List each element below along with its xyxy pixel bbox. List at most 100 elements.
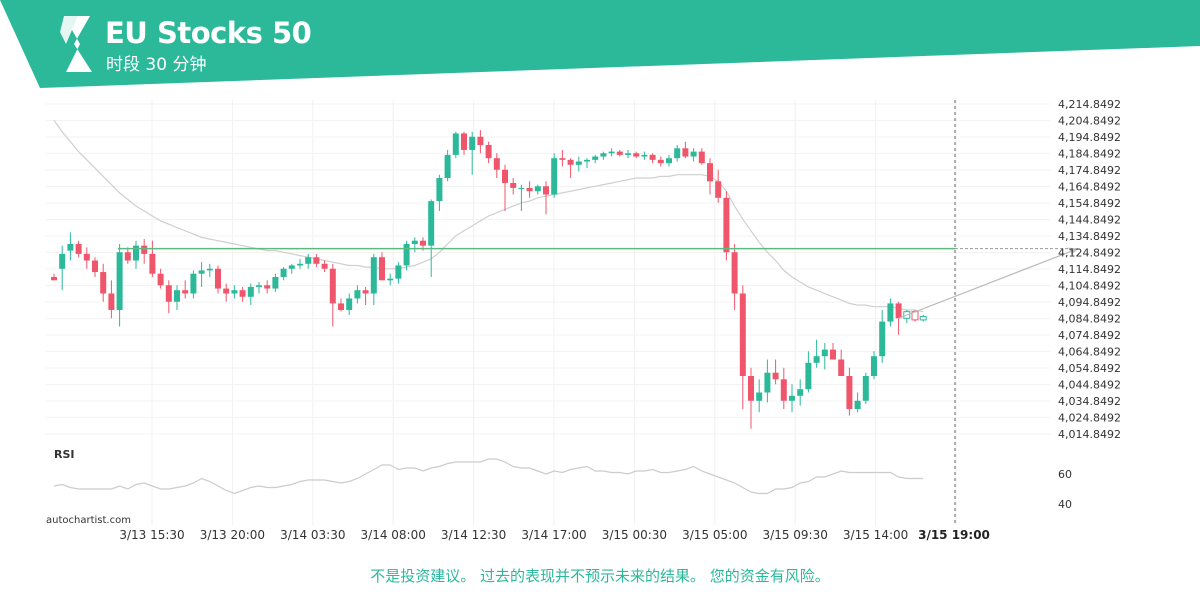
candle-body (731, 252, 738, 294)
candle-body (182, 290, 189, 294)
candle (830, 343, 836, 360)
candle (116, 244, 123, 327)
candle (124, 247, 131, 264)
candle-body (543, 186, 549, 195)
candle-body (821, 349, 828, 357)
candle-body (264, 285, 271, 289)
candle-body (420, 240, 426, 246)
candle (321, 260, 328, 273)
candle-body (239, 290, 246, 297)
candle (510, 178, 517, 195)
candle-body (428, 201, 435, 246)
price-tick-label: 4,214.8492 (1058, 98, 1121, 111)
candle-body (387, 278, 394, 281)
price-tick-label: 4,114.8492 (1058, 263, 1121, 276)
candle (141, 239, 148, 264)
candle (887, 298, 894, 327)
candle-body (641, 154, 648, 157)
candle (362, 286, 369, 306)
rsi-line (53, 458, 924, 495)
candle-body (584, 159, 590, 162)
price-tick-label: 4,024.8492 (1058, 412, 1121, 425)
candle-body (100, 272, 107, 294)
candle-body (493, 158, 500, 170)
candle (731, 244, 738, 311)
candle (452, 131, 459, 159)
candle-body (165, 285, 172, 302)
candle-body (526, 187, 533, 192)
price-tick-label: 4,154.8492 (1058, 197, 1121, 210)
candle (789, 384, 795, 413)
candle-body (362, 290, 369, 294)
candle-body (477, 136, 484, 146)
candle (715, 169, 722, 203)
chart-timeframe: 时段 30 分钟 (106, 55, 207, 75)
candle (157, 268, 164, 289)
chart-title: EU Stocks 50 (105, 16, 312, 50)
candle (370, 253, 377, 306)
candle (559, 149, 566, 167)
candle-body (305, 257, 312, 264)
rsi-tick-label: 60 (1058, 468, 1072, 481)
candle-body (813, 356, 820, 363)
candle (600, 151, 607, 160)
candle-body (297, 263, 303, 266)
candle-body (256, 285, 262, 287)
candle-body (739, 293, 746, 377)
candle (584, 158, 590, 169)
watermark: autochartist.com (46, 515, 131, 526)
candle (461, 131, 467, 155)
candle (903, 310, 911, 324)
time-tick-label: 3/14 12:30 (441, 528, 506, 542)
candle (919, 314, 927, 322)
candle-body (797, 389, 804, 396)
candle (239, 286, 246, 302)
candle-body (608, 151, 615, 154)
candle (633, 151, 640, 159)
candle-body (231, 290, 238, 294)
autochartist-logo-icon (60, 16, 92, 72)
candle (83, 247, 90, 269)
candle (493, 153, 500, 179)
disclaimer-text: 不是投资建议。 过去的表现并不预示未来的结果。 您的资金有风险。 (370, 567, 830, 585)
candle-body (149, 253, 156, 274)
candle-body (223, 288, 230, 294)
candle (567, 158, 574, 179)
candle (280, 267, 287, 281)
price-axis: 4,214.8492 4,204.8492 4,194.8492 4,184.8492… (1058, 98, 1121, 441)
candle (338, 298, 344, 312)
candle-body (510, 182, 517, 188)
candle-body (895, 303, 902, 319)
moving-average-line (53, 119, 924, 313)
candle-body (559, 158, 566, 160)
price-tick-label: 4,014.8492 (1058, 428, 1121, 441)
candle-body (59, 253, 66, 269)
candle-body (518, 187, 525, 189)
candle-body (354, 290, 361, 299)
candle (698, 148, 705, 165)
candle (666, 154, 672, 167)
candle (288, 263, 295, 274)
time-tick-label: 3/15 14:00 (843, 528, 908, 542)
price-tick-label: 4,144.8492 (1058, 214, 1121, 227)
candle (190, 270, 197, 299)
candle (198, 262, 205, 287)
candle-body (133, 245, 139, 261)
time-tick-label: 3/15 05:00 (682, 528, 747, 542)
candle-body (116, 252, 123, 311)
header-banner: EU Stocks 50 时段 30 分钟 (0, 0, 1200, 90)
candle-body (862, 376, 869, 401)
candle (862, 372, 869, 405)
price-tick-label: 4,054.8492 (1058, 362, 1121, 375)
candle-body (682, 148, 689, 157)
candle-body (748, 376, 754, 401)
candle-body (92, 260, 98, 273)
candle (149, 240, 156, 278)
candle-body (51, 277, 57, 281)
candle-body (329, 268, 336, 304)
candle-body (346, 298, 353, 311)
price-tick-label: 4,044.8492 (1058, 379, 1121, 392)
candle-body (206, 268, 213, 271)
time-tick-label: 3/13 15:30 (119, 528, 184, 542)
